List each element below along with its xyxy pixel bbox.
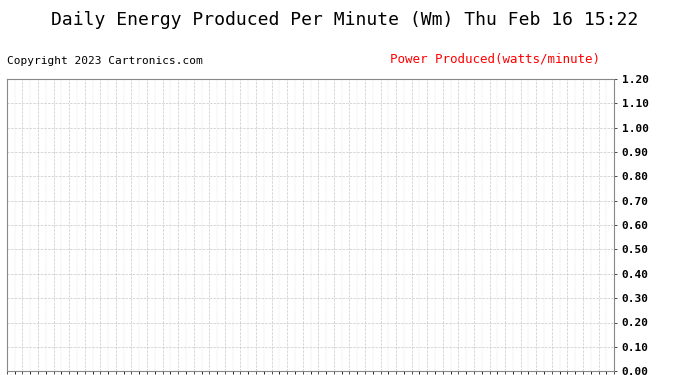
Text: Power Produced(watts/minute): Power Produced(watts/minute) [391, 53, 600, 66]
Text: Copyright 2023 Cartronics.com: Copyright 2023 Cartronics.com [7, 56, 203, 66]
Text: Daily Energy Produced Per Minute (Wm) Thu Feb 16 15:22: Daily Energy Produced Per Minute (Wm) Th… [51, 11, 639, 29]
